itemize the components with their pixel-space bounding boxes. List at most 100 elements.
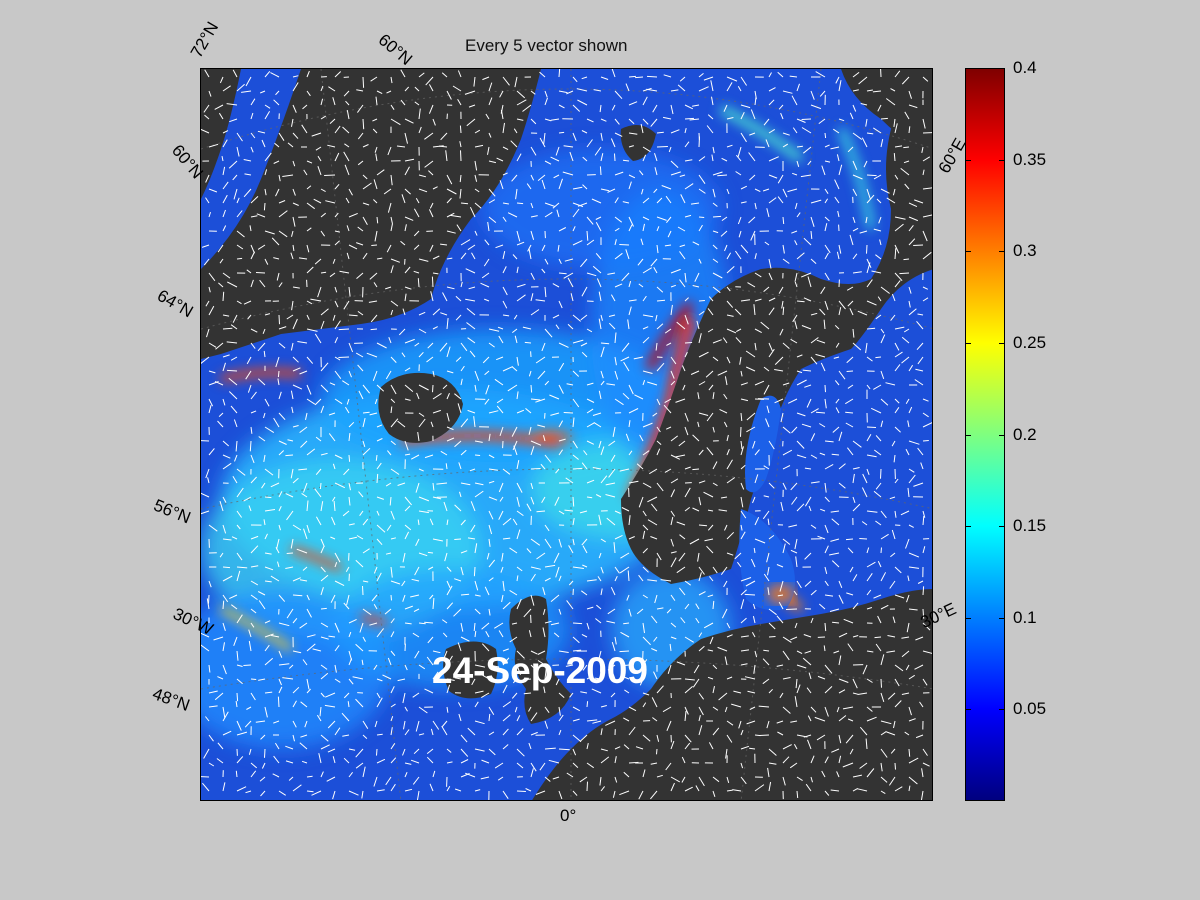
current-vector: [663, 404, 672, 414]
current-vector: [306, 790, 314, 793]
current-vector: [558, 575, 562, 582]
current-vector: [484, 370, 490, 376]
current-vector: [736, 154, 742, 162]
current-vector: [796, 252, 805, 260]
colorbar-tick: [965, 159, 971, 161]
current-vector: [320, 115, 327, 120]
current-vector: [762, 658, 770, 666]
current-vector: [222, 642, 225, 652]
current-vector: [446, 370, 454, 374]
current-vector: [502, 172, 508, 176]
current-vector: [768, 482, 775, 489]
current-vector: [427, 551, 434, 554]
current-vector: [754, 516, 760, 526]
current-vector: [202, 782, 210, 792]
current-vector: [684, 141, 690, 148]
current-vector: [865, 738, 868, 750]
current-vector: [459, 141, 462, 148]
current-vector: [328, 412, 336, 416]
current-vector: [290, 538, 294, 549]
current-vector: [592, 412, 602, 416]
current-vector: [824, 188, 829, 194]
current-vector: [703, 622, 714, 629]
current-vector: [890, 552, 896, 558]
current-vector: [810, 755, 815, 764]
current-vector: [348, 433, 351, 442]
current-vector: [415, 198, 420, 204]
current-vector: [544, 202, 555, 207]
current-vector: [432, 720, 440, 730]
current-vector: [488, 342, 495, 348]
current-vector: [780, 501, 784, 512]
current-vector: [376, 733, 383, 736]
current-vector: [621, 342, 630, 352]
current-vector: [572, 398, 580, 408]
current-vector: [763, 384, 770, 395]
current-vector: [205, 300, 210, 307]
current-vector: [785, 608, 798, 610]
current-vector: [507, 384, 518, 392]
current-vector: [414, 101, 420, 106]
current-vector: [705, 370, 714, 378]
current-vector: [513, 314, 518, 320]
current-vector: [355, 352, 364, 358]
current-vector: [222, 139, 228, 148]
current-vector: [768, 781, 772, 792]
current-vector: [327, 144, 336, 148]
current-vector: [302, 104, 308, 110]
current-vector: [404, 367, 411, 372]
current-vector: [222, 354, 230, 358]
label-72n: 72°N: [186, 18, 223, 61]
current-vector: [834, 179, 840, 190]
current-vector: [698, 174, 706, 184]
current-vector: [218, 412, 224, 417]
current-vector: [795, 678, 798, 689]
current-vector: [376, 473, 379, 484]
current-vector: [726, 622, 731, 629]
current-vector: [866, 262, 871, 274]
current-vector: [625, 83, 630, 92]
current-vector: [913, 244, 924, 246]
current-vector: [537, 660, 546, 666]
current-vector: [782, 143, 789, 148]
current-vector: [807, 739, 812, 750]
current-vector: [836, 154, 840, 162]
current-vector: [651, 697, 658, 708]
current-vector: [217, 244, 224, 253]
current-vector: [642, 295, 647, 302]
current-vector: [746, 412, 756, 421]
current-vector: [544, 328, 553, 338]
current-vector: [404, 706, 408, 712]
current-vector: [679, 587, 686, 596]
current-vector: [346, 225, 350, 232]
current-vector: [824, 524, 829, 534]
current-vector: [320, 622, 329, 628]
current-vector: [272, 773, 280, 778]
current-vector: [250, 196, 259, 204]
current-vector: [260, 734, 266, 740]
current-vector: [712, 356, 719, 362]
current-vector: [740, 412, 743, 422]
current-vector: [304, 720, 308, 728]
current-vector: [460, 281, 463, 288]
current-vector: [370, 76, 378, 82]
current-vector: [376, 462, 382, 470]
current-vector: [236, 524, 241, 530]
current-vector: [514, 706, 518, 713]
current-vector: [736, 328, 742, 333]
current-vector: [278, 326, 287, 330]
current-vector: [681, 756, 686, 764]
current-vector: [502, 202, 509, 205]
current-vector: [670, 622, 677, 628]
current-vector: [768, 258, 772, 269]
current-vector: [726, 314, 734, 317]
current-vector: [264, 706, 268, 718]
current-vector: [777, 174, 784, 184]
current-vector: [865, 342, 868, 354]
current-vector: [679, 279, 686, 288]
current-vector: [638, 283, 644, 288]
current-vector: [404, 453, 411, 456]
current-vector: [916, 320, 924, 330]
current-vector: [572, 454, 579, 460]
current-vector: [482, 356, 490, 364]
